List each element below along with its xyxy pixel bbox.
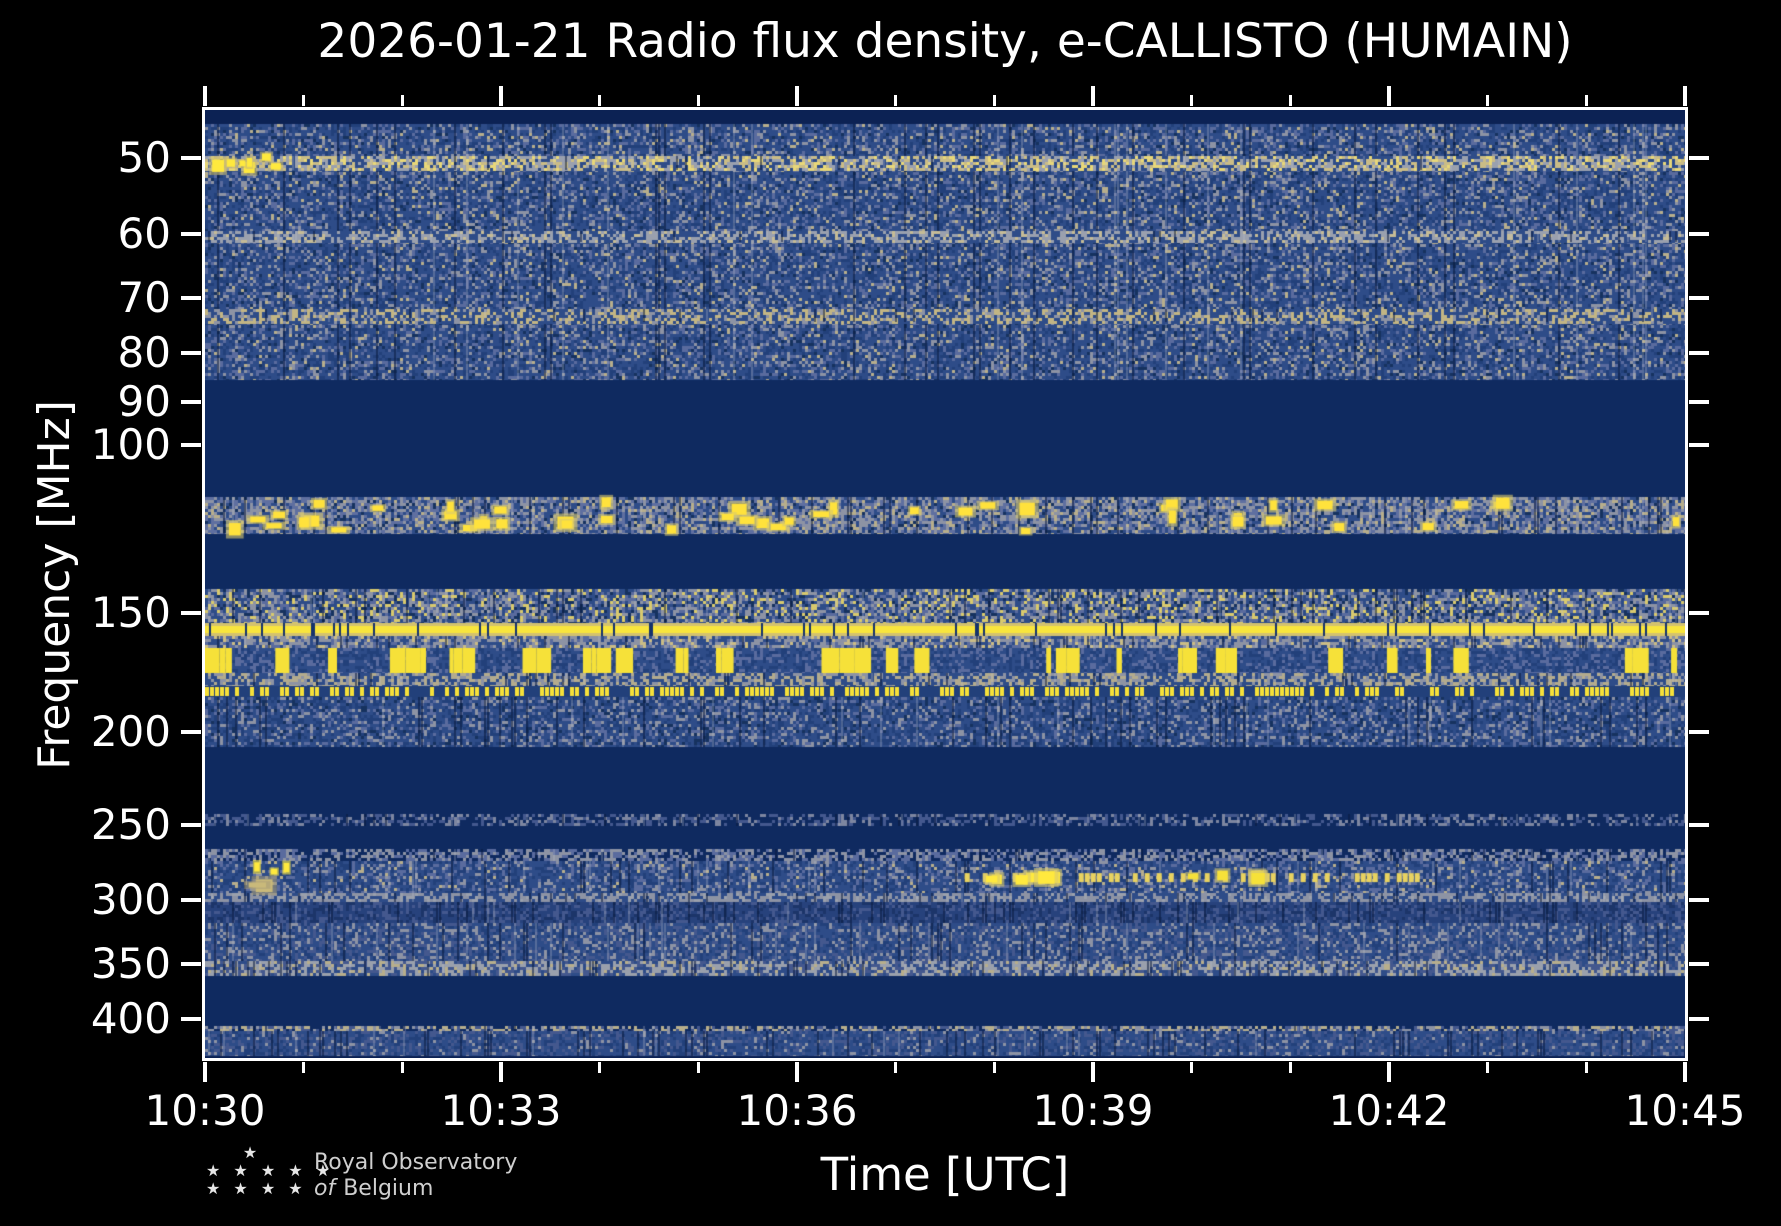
y-major-tick [181,231,201,236]
y-tick-label: 90 [117,376,171,426]
y-tick-label: 150 [90,588,171,638]
y-tick-label: 100 [90,420,171,470]
star-row: ★ ★ ★ ★ ★ [206,1161,335,1180]
spectrogram-heatmap [205,110,1685,1058]
x-major-tick-top [203,86,207,106]
y-major-tick [181,962,201,967]
y-major-tick-right [1689,399,1709,404]
y-tick-label: 70 [117,272,171,322]
rob-logo-text: Royal Observatory of Belgium [314,1150,517,1202]
y-major-tick [181,399,201,404]
x-minor-tick-top [598,95,602,106]
x-major-tick-top [1387,86,1391,106]
x-major-tick [499,1062,503,1082]
x-major-tick [203,1062,207,1082]
x-axis-title: Time [UTC] [820,1148,1070,1201]
y-major-tick-right [1689,350,1709,355]
y-tick-label: 250 [90,799,171,849]
x-minor-tick [696,1062,700,1073]
x-tick-label: 10:39 [1032,1086,1154,1135]
rob-stars-logo-icon: ★ ★ ★ ★ ★ ★ ★ ★ ★ ★ [206,1143,335,1198]
x-tick-label: 10:36 [736,1086,858,1135]
y-major-tick-right [1689,611,1709,616]
y-tick-label: 50 [117,133,171,183]
x-major-tick-top [795,86,799,106]
y-major-tick-right [1689,156,1709,161]
y-tick-label: 200 [90,707,171,757]
y-major-tick-right [1689,231,1709,236]
x-minor-tick-top [1288,95,1292,106]
x-minor-tick-top [992,95,996,106]
y-tick-label: 80 [117,327,171,377]
y-major-tick [181,822,201,827]
y-major-tick [181,350,201,355]
x-minor-tick [1584,1062,1588,1073]
y-major-tick-right [1689,1017,1709,1022]
y-major-tick [181,295,201,300]
x-major-tick [795,1062,799,1082]
x-tick-label: 10:42 [1328,1086,1450,1135]
x-minor-tick [1288,1062,1292,1073]
y-major-tick-right [1689,898,1709,903]
x-minor-tick [1486,1062,1490,1073]
x-major-tick [1091,1062,1095,1082]
y-major-tick-right [1689,822,1709,827]
x-tick-label: 10:33 [440,1086,562,1135]
rob-org-belgium: Belgium [343,1176,434,1201]
y-major-tick [181,1017,201,1022]
y-tick-label: 60 [117,208,171,258]
y-major-tick [181,611,201,616]
x-minor-tick [400,1062,404,1073]
x-minor-tick-top [696,95,700,106]
x-minor-tick [1190,1062,1194,1073]
y-major-tick-right [1689,295,1709,300]
x-minor-tick-top [302,95,306,106]
y-major-tick-right [1689,962,1709,967]
rob-org-of: of [314,1176,336,1201]
y-major-tick-right [1689,730,1709,735]
y-tick-label: 400 [90,994,171,1044]
x-minor-tick-top [1486,95,1490,106]
rob-org-line1: Royal Observatory [314,1150,518,1175]
y-major-tick [181,898,201,903]
star-row: ★ ★ ★ ★ [206,1179,307,1198]
x-minor-tick-top [1584,95,1588,106]
y-major-tick [181,156,201,161]
x-minor-tick [894,1062,898,1073]
x-major-tick [1387,1062,1391,1082]
x-tick-label: 10:45 [1624,1086,1746,1135]
y-tick-label: 300 [90,875,171,925]
y-major-tick-right [1689,443,1709,448]
x-minor-tick [992,1062,996,1073]
chart-title: 2026-01-21 Radio flux density, e-CALLIST… [317,14,1573,69]
x-minor-tick [598,1062,602,1073]
x-minor-tick-top [1190,95,1194,106]
x-major-tick-top [1683,86,1687,106]
plot-area [202,107,1688,1061]
y-major-tick [181,443,201,448]
y-major-tick [181,730,201,735]
x-minor-tick-top [400,95,404,106]
star-row: ★ [242,1143,262,1162]
x-tick-label: 10:30 [144,1086,266,1135]
x-minor-tick [302,1062,306,1073]
x-major-tick-top [499,86,503,106]
x-minor-tick-top [894,95,898,106]
x-major-tick-top [1091,86,1095,106]
rob-org-line2: of Belgium [314,1176,517,1202]
x-major-tick [1683,1062,1687,1082]
y-tick-label: 350 [90,939,171,989]
